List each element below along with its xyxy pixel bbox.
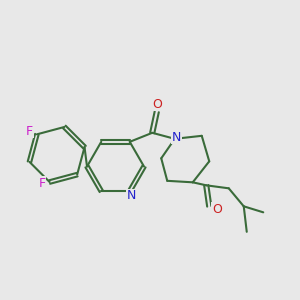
Text: O: O <box>152 98 162 111</box>
Text: O: O <box>212 203 222 216</box>
Text: F: F <box>39 177 46 190</box>
Text: N: N <box>172 131 181 144</box>
Text: F: F <box>26 125 33 138</box>
Text: N: N <box>127 189 136 202</box>
